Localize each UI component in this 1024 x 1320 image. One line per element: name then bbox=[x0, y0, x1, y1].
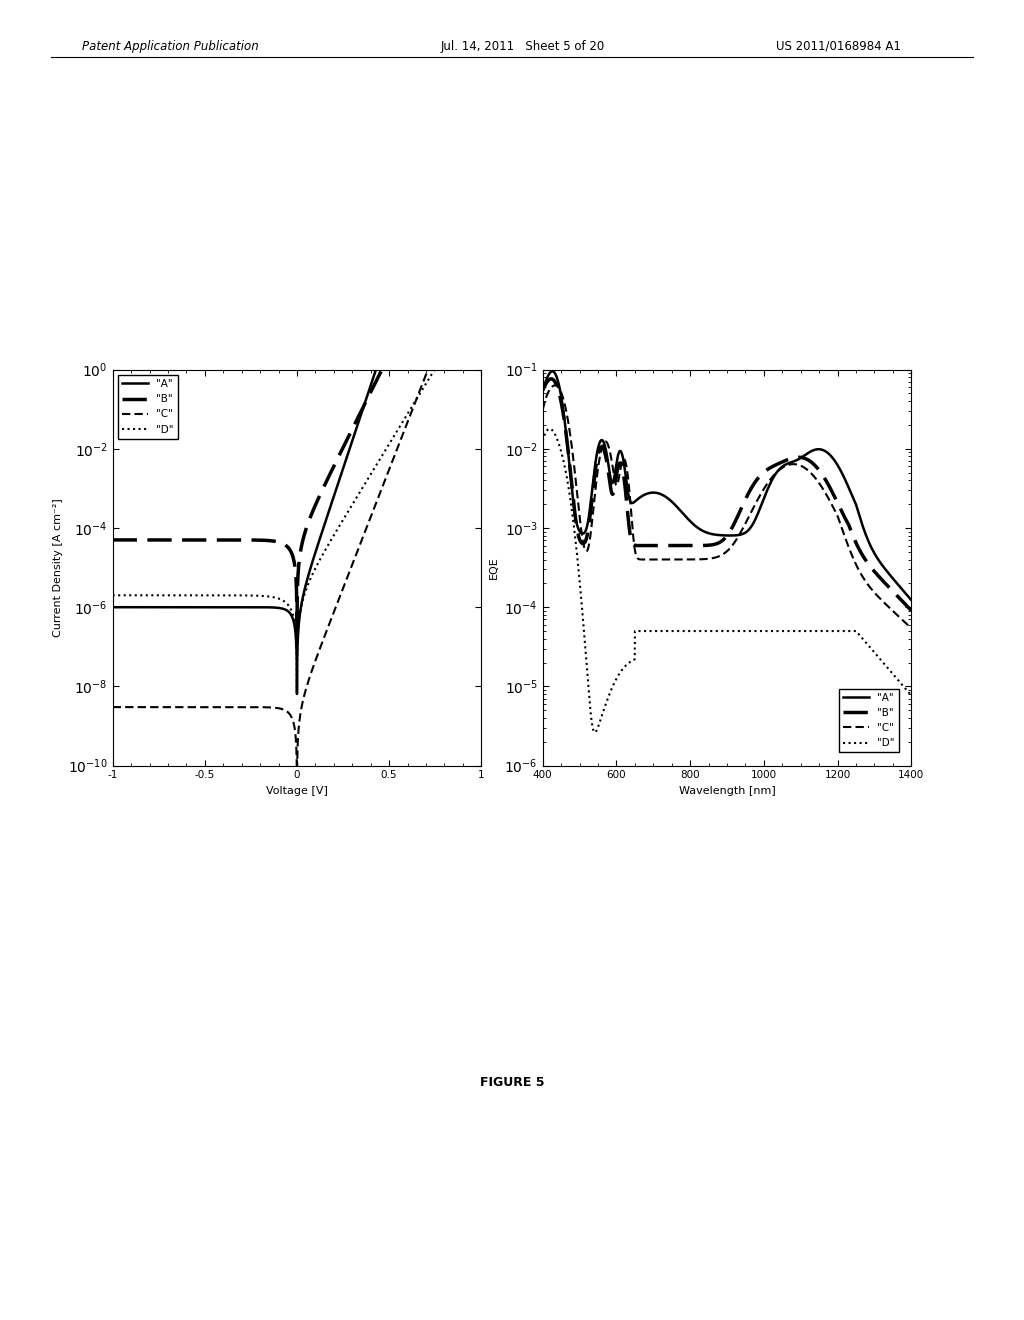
"D" bbox=[382, 438, 394, 454]
"D" bbox=[475, 322, 487, 338]
"B" bbox=[905, 603, 918, 619]
"A" bbox=[328, 488, 340, 504]
"C" bbox=[475, 322, 487, 338]
"A" bbox=[382, 326, 394, 342]
"D" bbox=[716, 623, 728, 639]
Text: Patent Application Publication: Patent Application Publication bbox=[82, 40, 259, 53]
Legend: "A", "B", "C", "D": "A", "B", "C", "D" bbox=[839, 689, 899, 752]
"D" bbox=[827, 623, 840, 639]
"D" bbox=[905, 688, 918, 704]
"D" bbox=[346, 496, 358, 512]
"A" bbox=[537, 380, 549, 396]
X-axis label: Wavelength [nm]: Wavelength [nm] bbox=[679, 785, 775, 796]
"A" bbox=[291, 686, 303, 702]
Line: "A": "A" bbox=[543, 371, 911, 601]
Y-axis label: Current Density [A cm⁻²]: Current Density [A cm⁻²] bbox=[52, 498, 62, 638]
"D" bbox=[895, 676, 907, 692]
"B" bbox=[475, 322, 487, 338]
Line: "B": "B" bbox=[113, 330, 481, 634]
Y-axis label: EQE: EQE bbox=[488, 556, 499, 579]
"C" bbox=[537, 403, 549, 418]
"C" bbox=[291, 788, 303, 804]
"A" bbox=[383, 322, 395, 338]
"A" bbox=[546, 363, 558, 379]
"D" bbox=[895, 676, 907, 692]
"C" bbox=[716, 546, 728, 562]
"B" bbox=[716, 533, 728, 549]
"D" bbox=[328, 528, 340, 544]
"B" bbox=[895, 591, 907, 607]
"A" bbox=[556, 392, 568, 408]
Line: "A": "A" bbox=[113, 330, 481, 694]
"B" bbox=[545, 371, 557, 387]
"C" bbox=[549, 378, 561, 393]
"A" bbox=[895, 579, 907, 595]
Line: "D": "D" bbox=[543, 429, 911, 733]
"B" bbox=[173, 532, 185, 548]
"D" bbox=[291, 685, 303, 701]
Line: "B": "B" bbox=[543, 379, 911, 611]
"B" bbox=[346, 421, 358, 437]
"B" bbox=[291, 626, 303, 642]
"B" bbox=[106, 532, 119, 548]
"A" bbox=[410, 322, 422, 338]
"D" bbox=[453, 322, 465, 338]
"A" bbox=[475, 322, 487, 338]
"A" bbox=[895, 579, 907, 595]
"C" bbox=[106, 700, 119, 715]
"C" bbox=[905, 620, 918, 636]
"A" bbox=[707, 527, 719, 543]
"C" bbox=[556, 385, 568, 401]
"C" bbox=[382, 465, 394, 480]
Text: US 2011/0168984 A1: US 2011/0168984 A1 bbox=[776, 40, 901, 53]
"B" bbox=[707, 537, 719, 553]
"B" bbox=[248, 532, 260, 548]
"B" bbox=[328, 458, 340, 474]
"C" bbox=[895, 610, 907, 626]
"D" bbox=[248, 587, 260, 603]
"D" bbox=[589, 725, 601, 741]
"B" bbox=[537, 383, 549, 399]
"B" bbox=[410, 322, 422, 338]
"C" bbox=[248, 700, 260, 715]
Line: "C": "C" bbox=[113, 330, 481, 796]
"C" bbox=[328, 605, 340, 620]
"C" bbox=[895, 611, 907, 627]
"C" bbox=[827, 499, 840, 515]
"B" bbox=[556, 397, 568, 413]
"D" bbox=[556, 446, 568, 462]
"D" bbox=[173, 587, 185, 603]
"C" bbox=[346, 556, 358, 572]
"D" bbox=[106, 587, 119, 603]
"A" bbox=[106, 599, 119, 615]
"D" bbox=[410, 392, 422, 408]
"A" bbox=[716, 528, 728, 544]
"C" bbox=[707, 550, 719, 566]
Line: "D": "D" bbox=[113, 330, 481, 693]
"A" bbox=[346, 433, 358, 449]
"A" bbox=[905, 593, 918, 609]
X-axis label: Voltage [V]: Voltage [V] bbox=[266, 785, 328, 796]
Legend: "A", "B", "C", "D": "A", "B", "C", "D" bbox=[118, 375, 178, 438]
Line: "C": "C" bbox=[543, 385, 911, 628]
"B" bbox=[827, 486, 840, 502]
"C" bbox=[437, 322, 450, 338]
"B" bbox=[895, 591, 907, 607]
"B" bbox=[395, 322, 408, 338]
"D" bbox=[537, 433, 549, 449]
Text: Jul. 14, 2011   Sheet 5 of 20: Jul. 14, 2011 Sheet 5 of 20 bbox=[440, 40, 604, 53]
"A" bbox=[248, 599, 260, 615]
"B" bbox=[382, 350, 394, 366]
"C" bbox=[410, 393, 422, 409]
"D" bbox=[544, 421, 556, 437]
Text: FIGURE 5: FIGURE 5 bbox=[480, 1076, 544, 1089]
"A" bbox=[827, 450, 840, 466]
"C" bbox=[173, 700, 185, 715]
"D" bbox=[707, 623, 719, 639]
"A" bbox=[173, 599, 185, 615]
